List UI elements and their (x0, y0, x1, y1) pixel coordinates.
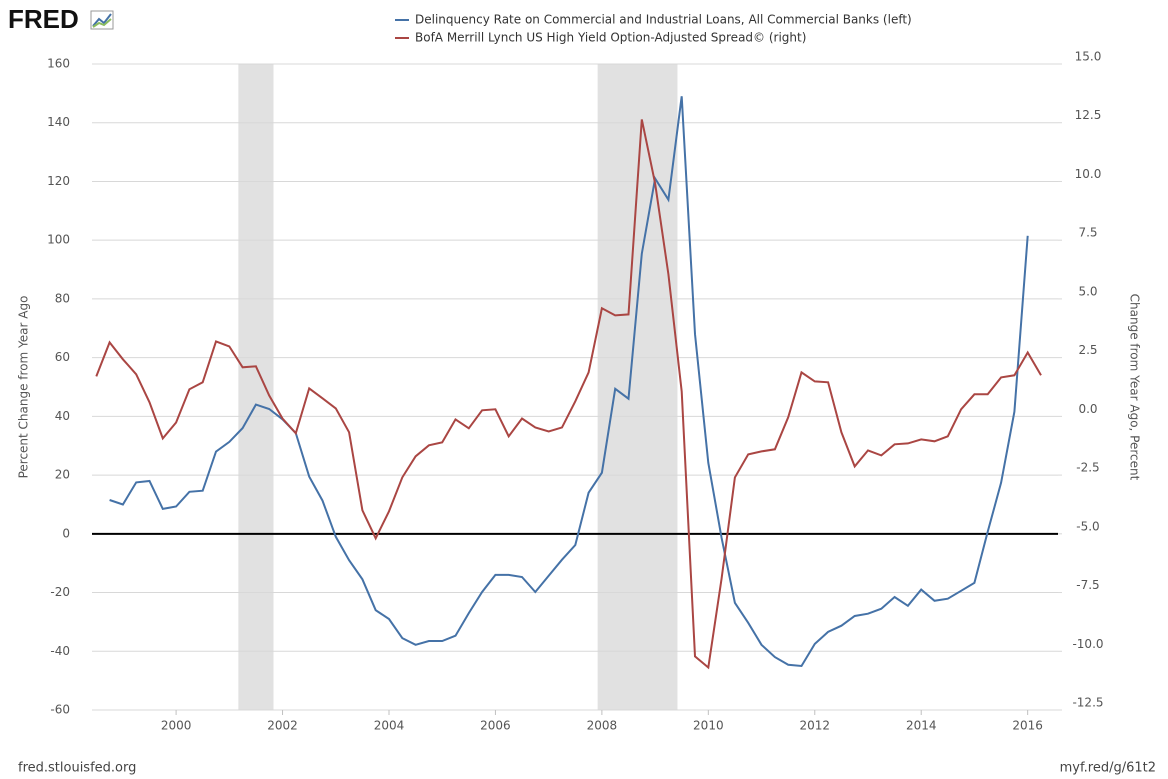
y-tick-label: 0 (62, 526, 70, 540)
logo-icon (90, 10, 114, 30)
y-tick-label: 20 (55, 468, 70, 482)
footer-link: myf.red/g/61t2 (1060, 761, 1156, 776)
x-tick-label: 2012 (799, 719, 830, 733)
y-tick-label: 80 (55, 291, 70, 305)
y-tick-label: -40 (50, 644, 70, 658)
recession-band (238, 64, 274, 710)
series-line (109, 96, 1029, 668)
x-tick-label: 2010 (693, 719, 724, 733)
x-tick-label: 2008 (587, 719, 618, 733)
footer-source: fred.stlouisfed.org (18, 761, 136, 776)
x-tick-label: 2014 (906, 719, 937, 733)
y2-tick-label: 2.5 (1078, 343, 1097, 357)
x-tick-label: 2002 (267, 719, 298, 733)
y-tick-label: 140 (47, 115, 70, 129)
y2-tick-label: 0.0 (1078, 402, 1097, 416)
y2-tick-label: -10.0 (1072, 637, 1103, 651)
y-tick-label: -60 (50, 703, 70, 717)
series-line (95, 119, 1042, 670)
x-tick-label: 2016 (1012, 719, 1043, 733)
logo: FRED (8, 4, 79, 34)
y-axis-title: Percent Change from Year Ago (17, 296, 31, 479)
y2-tick-label: -7.5 (1076, 578, 1099, 592)
legend-label: BofA Merrill Lynch US High Yield Option-… (415, 31, 806, 45)
y2-tick-label: -12.5 (1072, 696, 1103, 710)
legend-label: Delinquency Rate on Commercial and Indus… (415, 13, 912, 27)
y2-tick-label: -5.0 (1076, 519, 1099, 533)
y2-tick-label: 7.5 (1078, 226, 1097, 240)
x-tick-label: 2000 (161, 719, 192, 733)
y2-tick-label: 15.0 (1075, 50, 1102, 64)
y2-tick-label: 5.0 (1078, 284, 1097, 298)
y-tick-label: 40 (55, 409, 70, 423)
y2-tick-label: -2.5 (1076, 461, 1099, 475)
x-tick-label: 2004 (374, 719, 405, 733)
y-tick-label: 100 (47, 233, 70, 247)
y-tick-label: 120 (47, 174, 70, 188)
y2-tick-label: 12.5 (1075, 108, 1102, 122)
y2-axis-title: Change from Year Ago, Percent (1128, 294, 1142, 481)
y-tick-label: -20 (50, 585, 70, 599)
x-tick-label: 2006 (480, 719, 511, 733)
y-tick-label: 60 (55, 350, 70, 364)
y-tick-label: 160 (47, 57, 70, 71)
y2-tick-label: 10.0 (1075, 167, 1102, 181)
recession-band (597, 64, 678, 710)
